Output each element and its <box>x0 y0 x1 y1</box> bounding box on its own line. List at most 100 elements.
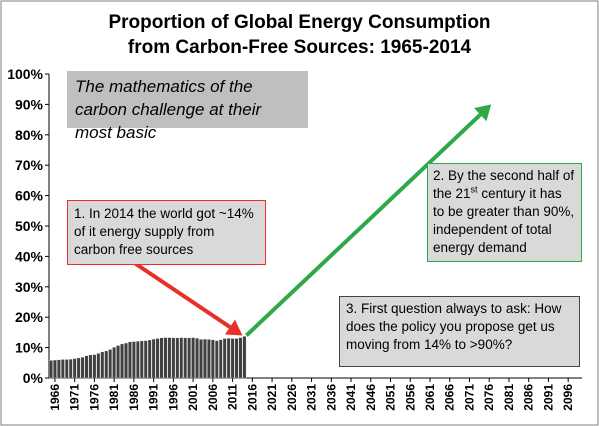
data-bar <box>116 345 120 379</box>
data-bar <box>218 339 223 379</box>
data-bar <box>57 359 61 379</box>
data-bar <box>128 341 132 379</box>
data-bar <box>80 357 85 379</box>
annotation-2-text-a: 2. By the second half of the 21 <box>433 168 575 201</box>
y-tick-label: 100% <box>7 66 43 82</box>
x-tick-label: 2081 <box>502 384 516 411</box>
annotation-2-superscript: st <box>470 184 478 195</box>
y-tick-label: 70% <box>15 157 44 173</box>
x-tick-label: 2071 <box>462 384 476 411</box>
y-tick-label: 60% <box>15 188 44 204</box>
x-tick-label: 2011 <box>226 384 240 410</box>
data-bar <box>88 354 93 379</box>
data-bar <box>84 355 89 379</box>
data-bar <box>195 338 199 379</box>
data-bar <box>68 359 73 379</box>
data-bar <box>151 338 156 379</box>
annotation-box-1: 1. In 2014 the world got ~14% of it ener… <box>67 200 266 265</box>
annotation-box-2: 2. By the second half of the 21st centur… <box>427 163 582 262</box>
x-tick-label: 2016 <box>245 384 259 411</box>
x-tick-label: 1966 <box>48 384 62 411</box>
x-tick-label: 2006 <box>206 384 220 411</box>
data-bar <box>203 338 207 379</box>
y-tick-label: 80% <box>15 127 44 143</box>
x-tick-label: 2001 <box>186 384 200 411</box>
y-tick-label: 40% <box>15 248 44 264</box>
data-bar <box>234 338 239 379</box>
x-tick-label: 1981 <box>107 384 121 411</box>
y-tick-label: 30% <box>15 279 44 295</box>
data-bar <box>143 340 148 379</box>
data-bar <box>155 338 160 379</box>
data-bar <box>60 359 65 379</box>
x-tick-label: 2076 <box>482 384 496 411</box>
data-bar <box>92 354 97 379</box>
x-tick-label: 2061 <box>423 384 437 411</box>
red-arrow-shaft <box>118 251 232 329</box>
annotation-2-text-b: century it has to be greater than 90%, i… <box>433 186 575 255</box>
x-tick-label: 1971 <box>68 384 82 411</box>
x-tick-label: 2086 <box>522 384 536 411</box>
header-annotation-box: The mathematics of the carbon challenge … <box>67 71 308 142</box>
data-bar <box>124 342 128 379</box>
data-bar <box>187 337 191 379</box>
data-bar <box>100 351 105 379</box>
x-tick-label: 2021 <box>265 384 279 411</box>
data-bar <box>211 339 215 379</box>
x-tick-label: 2036 <box>324 384 338 411</box>
chart-title-line-1: Proportion of Global Energy Consumption <box>108 12 491 33</box>
data-bar <box>96 353 101 379</box>
data-bar <box>112 347 116 379</box>
data-bar <box>214 340 219 379</box>
data-bar <box>132 341 136 379</box>
x-tick-label: 2066 <box>443 384 457 411</box>
x-tick-label: 2051 <box>384 384 398 411</box>
red-arrow-head <box>224 319 243 336</box>
x-tick-label: 2056 <box>403 384 417 411</box>
data-bar <box>191 337 195 379</box>
x-tick-label: 2091 <box>541 384 555 411</box>
data-bar <box>163 337 168 379</box>
x-tick-label: 1986 <box>127 384 141 411</box>
data-bar <box>108 349 113 379</box>
y-tick-label: 90% <box>15 96 44 112</box>
chart-title-line-2: from Carbon-Free Sources: 1965-2014 <box>127 37 472 58</box>
data-bar <box>222 338 227 379</box>
green-arrow-shaft <box>245 113 482 337</box>
y-tick-label: 20% <box>15 309 44 325</box>
data-bar <box>242 336 247 379</box>
data-bar <box>147 339 152 379</box>
data-bar <box>183 337 188 379</box>
y-tick-label: 50% <box>15 218 44 234</box>
x-tick-label: 1976 <box>87 384 101 411</box>
data-bar <box>226 338 231 379</box>
data-bar <box>230 338 235 379</box>
x-tick-label: 2046 <box>364 384 378 411</box>
data-bar <box>53 359 57 379</box>
data-bar <box>139 340 144 379</box>
x-tick-label: 2041 <box>344 384 358 411</box>
data-bar <box>76 357 81 379</box>
data-bar <box>207 339 211 379</box>
y-tick-label: 0% <box>23 370 44 386</box>
data-bar <box>159 337 164 379</box>
green-arrow-head <box>474 104 492 122</box>
data-bar <box>179 337 184 379</box>
data-bar <box>238 337 243 379</box>
x-tick-label: 1996 <box>166 384 180 411</box>
annotation-box-3: 3. First question always to ask: How doe… <box>339 296 580 367</box>
data-bar <box>175 337 180 379</box>
data-bar <box>199 339 203 379</box>
x-tick-label: 1991 <box>147 384 161 411</box>
x-tick-label: 2096 <box>561 384 575 411</box>
data-bar <box>136 341 140 379</box>
data-bar <box>49 360 53 379</box>
data-bar <box>120 343 124 379</box>
data-bar <box>104 350 109 379</box>
data-bar <box>64 359 69 379</box>
x-tick-label: 2031 <box>305 384 319 411</box>
data-bar <box>72 358 77 379</box>
